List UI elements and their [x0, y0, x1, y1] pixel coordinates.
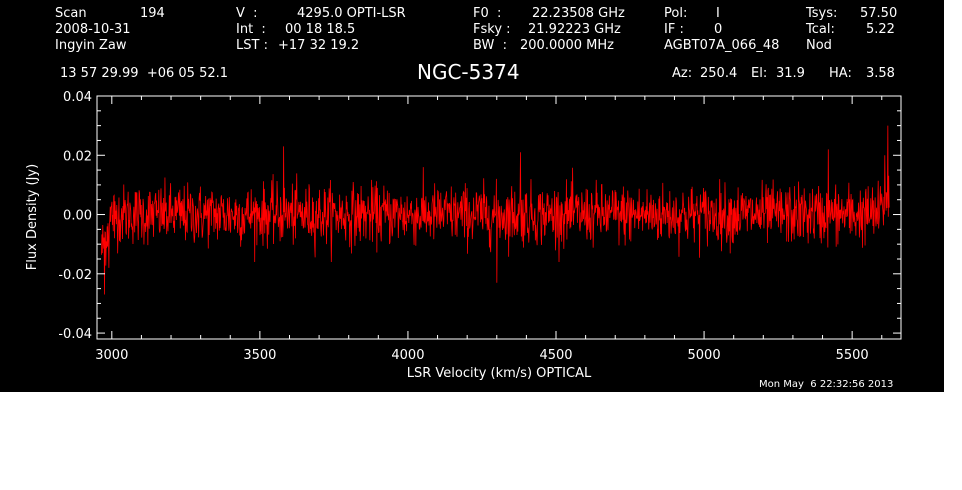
azimuth-label: Az: [672, 66, 693, 81]
azimuth-value: 250.4 [700, 66, 738, 81]
observer-text: Ingyin Zaw [55, 38, 127, 53]
coordinates-text: 13 57 29.99 +06 05 52.1 [60, 66, 229, 81]
tsys-label: Tsys: [806, 6, 838, 21]
x-tick-label: 5000 [688, 348, 721, 363]
f0-label: F0 : [473, 6, 502, 21]
integration-label: Int : [236, 22, 266, 37]
y-tick-label: 0.02 [63, 149, 92, 164]
x-tick-label: 4500 [539, 348, 572, 363]
fsky-label: Fsky : [473, 22, 511, 37]
y-tick-label: -0.02 [58, 268, 92, 283]
if-label: IF : [664, 22, 684, 37]
f0-value: 22.23508 GHz [532, 6, 625, 21]
tcal-label: Tcal: [806, 22, 835, 37]
lst-value: +17 32 19.2 [278, 38, 360, 53]
scan-label: Scan [55, 6, 87, 21]
bandwidth-label: BW : [473, 38, 507, 53]
y-tick-label: 0.04 [63, 90, 92, 105]
integration-value: 00 18 18.5 [285, 22, 356, 37]
plot-frame [96, 95, 902, 340]
y-tick-label: -0.04 [58, 327, 92, 342]
hour-angle-value: 3.58 [866, 66, 895, 81]
x-tick-label: 5500 [836, 348, 869, 363]
tcal-value: 5.22 [866, 22, 895, 37]
x-tick-label: 3000 [95, 348, 128, 363]
hour-angle-label: HA: [829, 66, 852, 81]
tsys-value: 57.50 [860, 6, 898, 21]
elevation-label: El: [751, 66, 768, 81]
spectrum-trace [101, 125, 890, 295]
x-tick-label: 4000 [391, 348, 424, 363]
if-value: 0 [714, 22, 723, 37]
velocity-value: 4295.0 OPTI-LSR [297, 6, 406, 21]
source-name: NGC-5374 [417, 60, 520, 84]
scan-value: 194 [140, 6, 165, 21]
project-id: AGBT07A_066_48 [664, 38, 780, 53]
bandwidth-value: 200.0000 MHz [520, 38, 614, 53]
spectrum-chart: 3000 3500 4000 4500 5000 5500 -0.04 -0.02 0.00 0.… [25, 90, 902, 381]
date-text: 2008-10-31 [55, 22, 131, 37]
spectrum-trace-layer [101, 125, 890, 295]
lst-label: LST : [236, 38, 273, 53]
y-axis-title: Flux Density (Jy) [25, 164, 40, 270]
tick-labels: 3000 3500 4000 4500 5000 5500 -0.04 -0.02 0.00 0.… [58, 90, 868, 363]
axis-ticks [97, 95, 901, 339]
timestamp: Mon May 6 22:32:56 2013 [759, 379, 894, 390]
pol-label: Pol: [664, 6, 688, 21]
mode-text: Nod [806, 38, 832, 53]
x-tick-label: 3500 [243, 348, 276, 363]
y-tick-label: 0.00 [63, 209, 92, 224]
elevation-value: 31.9 [776, 66, 805, 81]
velocity-label: V : [236, 6, 258, 21]
x-axis-title: LSR Velocity (km/s) OPTICAL [407, 366, 592, 381]
plot-panel: Scan 194 2008-10-31 Ingyin Zaw V : 4295.… [0, 0, 944, 392]
pol-value: I [716, 6, 720, 21]
fsky-value: 21.92223 GHz [528, 22, 621, 37]
